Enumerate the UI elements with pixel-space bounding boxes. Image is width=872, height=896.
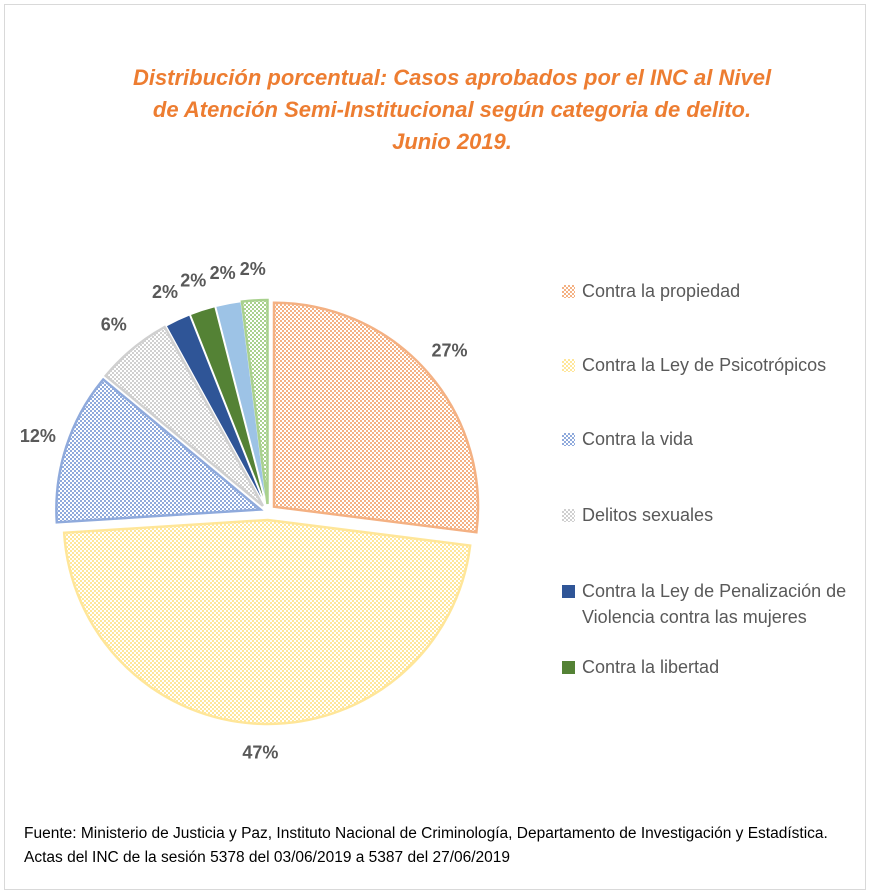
- legend-label: Contra la propiedad: [582, 281, 741, 301]
- data-label: 27%: [432, 341, 468, 361]
- legend-swatch: [562, 585, 575, 598]
- chart-title: Distribución porcentual: Casos aprobados…: [132, 65, 772, 154]
- legend-swatch: [562, 661, 575, 674]
- data-label: 2%: [152, 282, 178, 302]
- pie-slice: [55, 377, 264, 524]
- pie-slice: [103, 325, 264, 507]
- legend-entry: Contra la Ley de Penalización de Violenc…: [560, 578, 860, 630]
- pie-slice: [272, 301, 480, 534]
- pie-slice: [62, 518, 472, 726]
- data-label: 6%: [101, 314, 127, 334]
- legend-swatch: [562, 433, 575, 446]
- legend-swatch: [562, 285, 575, 298]
- chart-frame: [4, 4, 866, 890]
- data-label: 2%: [240, 259, 266, 279]
- legend-label: Delitos sexuales: [582, 505, 714, 525]
- pie-slice: [189, 306, 267, 505]
- data-label: 2%: [180, 271, 206, 291]
- legend-entry: Contra la libertad: [560, 654, 860, 680]
- data-label: 47%: [242, 743, 278, 763]
- legend-entry: Contra la vida: [560, 426, 860, 452]
- legend-entry: Contra la propiedad: [560, 278, 860, 304]
- legend-label: Contra la Ley de Penalización de Violenc…: [582, 581, 847, 627]
- data-label: 2%: [210, 263, 236, 283]
- legend-swatch: [562, 509, 575, 522]
- pie-slice: [165, 314, 266, 506]
- legend-label: Contra la libertad: [582, 657, 720, 677]
- legend-entry: Delitos sexuales: [560, 502, 860, 528]
- legend-label: Contra la vida: [582, 429, 694, 449]
- data-label: 12%: [20, 426, 56, 446]
- legend-entry: Contra la Ley de Psicotrópicos: [560, 352, 860, 378]
- source-note: Fuente: Ministerio de Justicia y Paz, In…: [24, 825, 828, 866]
- pie-slice: [240, 298, 269, 505]
- legend-swatch: [562, 359, 575, 372]
- legend-label: Contra la Ley de Psicotrópicos: [582, 355, 827, 375]
